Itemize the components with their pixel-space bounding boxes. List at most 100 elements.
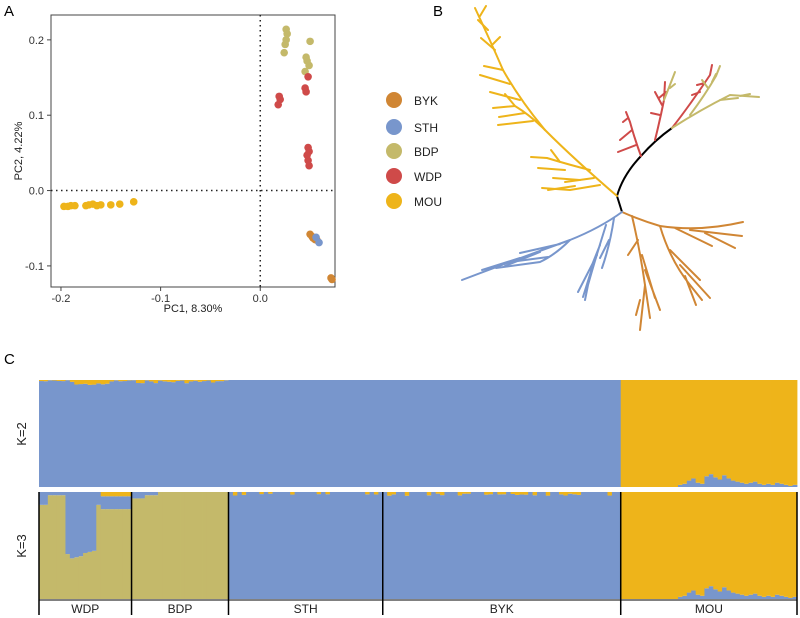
admixture-bar xyxy=(153,495,159,599)
admixture-bar xyxy=(237,380,243,487)
admixture-bar xyxy=(695,594,701,599)
admixture-bar xyxy=(47,495,53,599)
admixture-bar xyxy=(664,492,670,599)
pca-y-tick-label: 0.2 xyxy=(29,35,44,47)
tree-branch xyxy=(635,284,651,319)
admixture-bar xyxy=(470,492,476,599)
admixture-bar xyxy=(215,380,221,382)
admixture-bar xyxy=(365,492,370,495)
tree-clade-mou xyxy=(474,5,618,197)
admixture-bar xyxy=(607,380,613,487)
admixture-bar xyxy=(686,380,692,481)
admixture-bar xyxy=(91,384,97,487)
admixture-bar xyxy=(625,380,630,487)
admixture-bar xyxy=(625,492,630,599)
admixture-bar xyxy=(550,492,556,599)
admixture-bar xyxy=(642,380,648,487)
admixture-bar xyxy=(462,380,467,487)
admixture-bar xyxy=(246,380,251,487)
admixture-bar xyxy=(748,380,754,483)
admixture-bar xyxy=(294,380,300,487)
admixture-bar xyxy=(338,492,344,599)
tree-branch xyxy=(663,71,676,101)
admixture-bar xyxy=(519,380,525,487)
admixture-bar xyxy=(109,380,115,382)
admixture-bar xyxy=(506,492,511,599)
pca-point-wdp xyxy=(302,88,310,96)
admixture-bar xyxy=(739,380,745,483)
admixture-bar xyxy=(572,492,578,495)
admixture-bar xyxy=(69,558,75,599)
admixture-bar xyxy=(629,380,635,487)
admixture-bar xyxy=(678,492,683,597)
admixture-bar xyxy=(708,586,714,599)
admixture-bar xyxy=(391,380,397,487)
admixture-bar xyxy=(783,380,789,485)
admixture-bar xyxy=(488,380,494,487)
admixture-bar xyxy=(554,492,560,599)
admixture-bar xyxy=(387,495,392,599)
pca-point-bdp xyxy=(283,30,291,38)
admixture-bar xyxy=(409,492,414,599)
admixture-bar xyxy=(351,492,357,599)
admixture-bar xyxy=(162,381,168,487)
admixture-bar xyxy=(761,492,767,597)
admixture-bar xyxy=(39,504,44,599)
admixture-bar xyxy=(466,380,472,487)
admixture-bar xyxy=(695,380,701,483)
admixture-bar xyxy=(536,492,542,599)
admixture-bar xyxy=(739,594,745,599)
admixture-bar xyxy=(105,383,110,487)
admixture-bar xyxy=(149,495,154,599)
admixture-bar xyxy=(766,483,771,487)
admixture-bar xyxy=(514,380,520,487)
admixture-bar xyxy=(413,492,419,599)
admixture-bar xyxy=(43,380,49,382)
admixture-bar xyxy=(61,380,66,382)
admixture-bar xyxy=(276,492,282,599)
admixture-bar xyxy=(325,492,331,495)
admixture-bar xyxy=(673,492,679,599)
admixture-bar xyxy=(497,492,503,495)
admixture-bar xyxy=(506,380,511,487)
admixture-bar xyxy=(237,492,243,599)
admixture-bar xyxy=(708,380,714,475)
admixture-bar xyxy=(576,494,582,599)
pca-point-mou xyxy=(71,201,79,210)
admixture-bar xyxy=(761,380,767,485)
admixture-bar xyxy=(224,380,229,487)
admixture-bar xyxy=(197,381,203,487)
admixture-bar xyxy=(100,380,106,385)
admixture-bar xyxy=(78,492,84,557)
admixture-bar xyxy=(695,492,701,595)
admixture-bar xyxy=(576,380,582,487)
admixture-bar xyxy=(708,474,714,487)
admixture-bar xyxy=(39,381,44,487)
population-label-bdp: BDP xyxy=(168,602,193,616)
admixture-bar xyxy=(655,380,661,487)
admixture-bar xyxy=(83,380,88,384)
admixture-bar xyxy=(475,492,481,599)
population-label-wdp: WDP xyxy=(71,602,99,616)
admixture-bar xyxy=(545,495,551,599)
tree-branch xyxy=(671,64,713,129)
admixture-bar xyxy=(717,380,723,480)
admixture-bar xyxy=(426,380,432,487)
admixture-bar xyxy=(563,380,569,487)
admixture-bar xyxy=(303,380,309,487)
admixture-bar xyxy=(100,509,106,599)
admixture-bar xyxy=(647,492,652,599)
admixture-bar xyxy=(184,380,190,384)
admixture-bar xyxy=(673,380,679,487)
admixture-bar xyxy=(47,492,53,496)
admixture-bar xyxy=(105,380,110,384)
admixture-bar xyxy=(365,494,370,599)
admixture-bar xyxy=(440,492,445,496)
admixture-bar xyxy=(770,380,776,485)
admixture-bar xyxy=(647,380,652,487)
admixture-bar xyxy=(735,492,741,594)
admixture-bar xyxy=(770,596,776,599)
admixture-bar xyxy=(325,494,331,599)
admixture-bar xyxy=(87,551,93,599)
admixture-bar xyxy=(272,380,278,487)
